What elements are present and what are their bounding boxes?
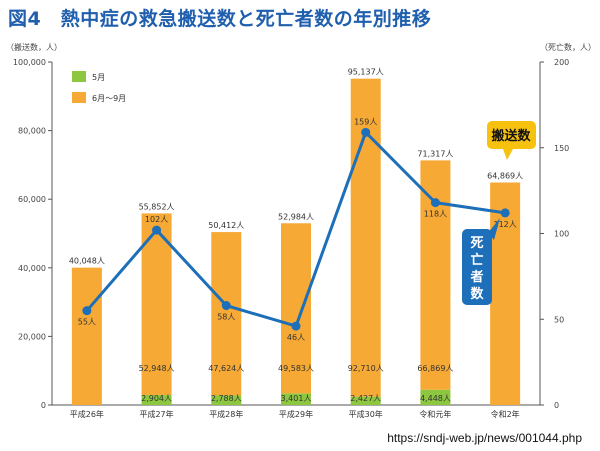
bar-jun-sep xyxy=(350,78,381,397)
death-label: 58人 xyxy=(217,313,235,322)
right-tick-label: 50 xyxy=(554,315,564,324)
bar-jun-sep xyxy=(420,160,451,390)
death-point xyxy=(291,321,301,331)
death-label: 118人 xyxy=(424,210,447,219)
total-label: 52,984人 xyxy=(278,212,314,221)
transport-callout-box xyxy=(487,121,536,149)
death-callout-char: 者 xyxy=(469,269,483,285)
death-label: 112人 xyxy=(494,220,517,229)
right-axis-unit: （死亡数，人） xyxy=(540,42,596,52)
death-label: 55人 xyxy=(78,318,96,327)
legend-swatch xyxy=(72,71,86,82)
source-url: https://sndj-web.jp/news/001044.php xyxy=(387,431,582,445)
may-label: 2,904人 xyxy=(141,394,172,403)
left-tick-label: 100,000 xyxy=(13,58,46,67)
bar-jun-sep xyxy=(71,267,102,405)
jun-sep-label: 66,869人 xyxy=(417,364,453,373)
death-label: 159人 xyxy=(354,117,377,126)
total-label: 95,137人 xyxy=(348,68,384,77)
jun-sep-label: 52,948人 xyxy=(139,364,175,373)
jun-sep-label: 47,624人 xyxy=(208,364,244,373)
bar-may xyxy=(141,395,172,405)
category-label: 平成30年 xyxy=(349,409,383,419)
left-axis-unit: （搬送数，人） xyxy=(6,42,62,52)
death-point xyxy=(430,198,440,208)
category-label: 令和2年 xyxy=(491,409,520,419)
total-label: 55,852人 xyxy=(139,202,175,211)
chart-title: 図4 熱中症の救急搬送数と死亡者数の年別推移 xyxy=(8,8,432,30)
bar-jun-sep xyxy=(211,232,242,396)
death-point xyxy=(82,306,92,316)
right-tick-label: 100 xyxy=(554,230,569,239)
bars xyxy=(71,78,521,405)
total-label: 71,317人 xyxy=(417,149,453,158)
bar-may xyxy=(350,396,381,405)
death-label: 102人 xyxy=(145,215,168,224)
left-tick-label: 40,000 xyxy=(18,264,46,273)
left-tick-label: 80,000 xyxy=(18,127,46,136)
may-label: 3,401人 xyxy=(281,394,312,403)
bar-jun-sep xyxy=(490,182,521,405)
category-label: 平成28年 xyxy=(209,409,243,419)
bar-may xyxy=(281,393,311,405)
right-tick-label: 200 xyxy=(554,58,569,67)
right-tick-label: 150 xyxy=(554,144,569,153)
death-point xyxy=(152,225,162,235)
category-label: 令和元年 xyxy=(419,409,451,419)
total-label: 64,869人 xyxy=(487,171,523,180)
death-line: 55人 102人 58人 46人 159人 118人 112人 xyxy=(78,117,517,342)
legend-label: 6月～9月 xyxy=(92,94,126,103)
left-tick-label: 0 xyxy=(41,401,46,410)
bar-jun-sep xyxy=(281,223,311,394)
transport-callout-pointer xyxy=(503,149,513,160)
death-callout-char: 死 xyxy=(470,236,483,251)
legend-label: 5月 xyxy=(92,73,105,82)
total-label: 50,412人 xyxy=(208,221,244,230)
right-tick-label: 0 xyxy=(554,401,559,410)
axes: 0 20,000 40,000 60,000 80,000 100,000 0 50 100 15… xyxy=(6,42,596,410)
legend-swatch xyxy=(72,92,86,103)
death-point xyxy=(221,301,231,311)
death-point xyxy=(361,127,371,137)
left-tick-label: 60,000 xyxy=(18,195,46,204)
death-callout-char: 亡 xyxy=(470,252,483,268)
bar-may xyxy=(211,395,242,405)
category-label: 平成29年 xyxy=(279,409,313,419)
left-tick-label: 20,000 xyxy=(18,332,46,341)
death-callout-box xyxy=(462,229,492,305)
death-point xyxy=(500,208,510,218)
death-label: 46人 xyxy=(287,333,305,342)
legend: 5月 6月～9月 xyxy=(72,71,126,103)
death-callout-char: 数 xyxy=(470,286,484,302)
may-label: 4,448人 xyxy=(420,394,451,403)
total-label: 40,048人 xyxy=(69,257,105,266)
may-label: 2,788人 xyxy=(211,394,242,403)
death-callout-pointer xyxy=(488,218,500,240)
jun-sep-label: 49,583人 xyxy=(278,364,314,373)
category-label: 平成27年 xyxy=(139,409,173,419)
transport-callout-label: 搬送数 xyxy=(491,128,531,144)
jun-sep-label: 92,710人 xyxy=(348,364,384,373)
may-label: 2,427人 xyxy=(350,394,381,403)
category-label: 平成26年 xyxy=(70,409,104,419)
bar-may xyxy=(420,389,451,405)
